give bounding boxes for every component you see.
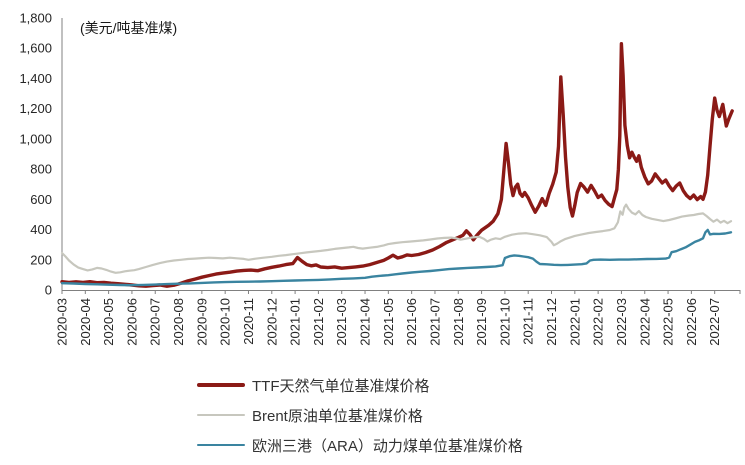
- x-axis-tick-label: 2022-06: [684, 298, 699, 346]
- x-axis-tick-label: 2021-11: [521, 298, 536, 345]
- x-axis-tick-label: 2020-04: [78, 298, 93, 346]
- x-axis-tick-label: 2020-10: [218, 298, 233, 346]
- x-axis-tick-label: 2022-07: [707, 298, 722, 346]
- brent-line-swatch: [197, 413, 245, 417]
- legend-label-ttf: TTF天然气单位基准煤价格: [252, 377, 430, 395]
- x-axis-tick-label: 2022-05: [661, 298, 676, 346]
- x-axis-tick-label: 2022-04: [637, 298, 652, 346]
- x-axis-tick-label: 2021-03: [334, 298, 349, 346]
- y-axis-tick-label: 1,200: [19, 101, 52, 116]
- x-axis-tick-label: 2021-04: [358, 298, 373, 346]
- x-axis-tick-label: 2022-02: [591, 298, 606, 346]
- y-axis-tick-label: 800: [30, 162, 52, 177]
- legend-item-brent: Brent原油单位基准煤价格: [197, 400, 523, 430]
- x-axis-tick-label: 2020-09: [194, 298, 209, 346]
- x-axis-tick-label: 2020-12: [264, 298, 279, 346]
- x-axis-tick-label: 2021-05: [381, 298, 396, 346]
- x-axis-tick-label: 2020-07: [148, 298, 163, 346]
- series-line-2: [60, 228, 733, 287]
- x-axis-tick-label: 2021-09: [474, 298, 489, 346]
- legend-label-brent: Brent原油单位基准煤价格: [252, 407, 423, 425]
- x-axis-tick-label: 2021-01: [288, 298, 303, 346]
- x-axis-tick-label: 2022-01: [567, 298, 582, 346]
- y-axis-tick-label: 400: [30, 222, 52, 237]
- x-axis-tick-label: 2020-03: [55, 298, 70, 346]
- x-axis-tick-label: 2020-05: [101, 298, 116, 346]
- y-axis-tick-label: 1,400: [19, 71, 52, 86]
- x-axis-tick-label: 2020-11: [241, 298, 256, 345]
- x-axis-tick-label: 2020-06: [124, 298, 139, 346]
- x-axis-tick-label: 2021-10: [497, 298, 512, 346]
- legend-label-ara: 欧洲三港（ARA）动力煤单位基准煤价格: [252, 437, 523, 455]
- y-axis-tick-label: 1,600: [19, 41, 52, 56]
- legend-item-ttf: TTF天然气单位基准煤价格: [197, 370, 523, 400]
- ara-line-swatch: [197, 443, 245, 447]
- series-line-0: [60, 42, 734, 288]
- y-axis-tick-label: 0: [45, 283, 52, 298]
- legend-item-ara: 欧洲三港（ARA）动力煤单位基准煤价格: [197, 430, 523, 460]
- series-line-1: [60, 203, 733, 274]
- x-axis-tick-label: 2021-06: [404, 298, 419, 346]
- y-axis-unit-label: (美元/吨基准煤): [80, 20, 178, 36]
- x-axis-tick-label: 2021-08: [451, 298, 466, 346]
- y-axis-tick-label: 600: [30, 192, 52, 207]
- x-axis-tick-label: 2020-08: [171, 298, 186, 346]
- x-axis-tick-label: 2021-07: [427, 298, 442, 346]
- y-axis-tick-label: 1,800: [19, 11, 52, 26]
- x-axis-tick-label: 2022-03: [614, 298, 629, 346]
- x-axis-tick-label: 2021-02: [311, 298, 326, 346]
- chart-legend: TTF天然气单位基准煤价格 Brent原油单位基准煤价格 欧洲三港（ARA）动力…: [197, 370, 523, 460]
- y-axis-tick-label: 200: [30, 252, 52, 267]
- ttf-line-swatch: [197, 383, 245, 387]
- x-axis-tick-label: 2021-12: [544, 298, 559, 346]
- y-axis-tick-label: 1,000: [19, 131, 52, 146]
